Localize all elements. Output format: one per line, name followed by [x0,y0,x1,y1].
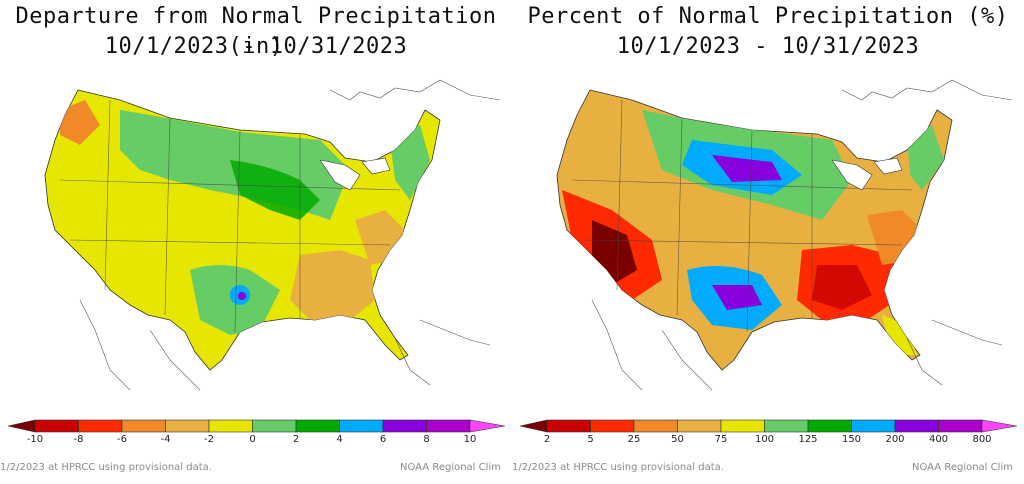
precip-zone-upper-midwest [230,160,320,220]
legend-tick-label: 800 [972,434,992,445]
data-source-note: 1/2/2023 at HPRCC using provisional data… [0,462,212,473]
precip-spot-texas-purple [238,292,246,300]
precip-zone-southeast-core [812,265,872,310]
legend-tick-label: 2 [292,434,300,445]
percent-legend [519,419,1018,433]
legend-tick-label: 400 [928,434,949,445]
legend-color-cell [165,419,210,433]
legend-tick-label: 5 [587,434,594,445]
legend-tick-label: -6 [117,434,127,445]
precip-zone-southeast-dry [290,250,375,320]
precip-zone-northeast [907,125,944,190]
legend-tick-label: -8 [73,434,84,445]
legend-color-cell [851,419,896,433]
agency-credit: NOAA Regional Clim [400,462,501,473]
legend-tick-label: 6 [379,434,387,445]
legend-tick-label: -4 [160,434,171,445]
state-borders [59,99,401,333]
precip-zone-texas-very-wet [712,285,762,310]
legend-tick-label: 0 [249,434,256,445]
legend-arrow-high [469,419,506,433]
legend-tick-label: 150 [841,434,862,445]
legend-color-cell [208,419,253,433]
neighbor-outlines [79,79,501,391]
legend-color-cell [295,419,340,433]
legend-arrow-low [7,419,36,433]
percent-map [556,79,1013,391]
legend-color-cell [546,419,591,433]
legend-tick-label: -10 [26,434,44,445]
map-date-range: 10/1/2023 - 10/31/2023 [616,34,920,59]
legend-tick-label: 200 [885,434,905,445]
departure-map [44,79,501,391]
legend-color-cell [938,419,983,433]
legend-color-cell [764,419,809,433]
agency-credit: NOAA Regional Clim [912,462,1013,473]
precip-zone-pnw-dry [60,100,100,145]
legend-tick-label: 50 [671,434,684,445]
legend-tick-label: 75 [714,434,728,445]
state-borders [571,99,913,333]
percent-panel: Percent of Normal Precipitation (%) 10/1… [512,0,1024,484]
departure-legend [7,419,506,433]
departure-panel: Departure from Normal Precipitation (in)… [0,4,506,473]
legend-color-cell [590,419,635,433]
legend-tick-label: 4 [336,434,343,445]
legend-color-cell [633,419,678,433]
data-source-note: 1/2/2023 at HPRCC using provisional data… [512,462,724,473]
legend-tick-label: 2 [543,434,551,445]
neighbor-outlines [591,79,1013,391]
great-lakes [319,157,391,191]
map-title: Percent of Normal Precipitation (%) [527,4,1009,29]
legend-color-cell [339,419,384,433]
legend-color-cell [382,419,427,433]
legend-tick-label: 10 [463,434,477,445]
precip-zone-florida [882,315,917,355]
precip-zone-dakotas-very-wet [712,155,782,182]
legend-color-cell [121,419,166,433]
great-lakes [831,157,903,191]
map-title: Departure from Normal Precipitation (in) [15,4,497,59]
legend-color-cell [34,419,79,433]
legend-arrow-high [981,419,1018,433]
legend-color-cell [78,419,123,433]
legend-color-cell [894,419,939,433]
legend-tick-label: 25 [627,434,641,445]
legend-color-cell [677,419,722,433]
legend-tick-label: 125 [798,434,818,445]
legend-arrow-low [519,419,548,433]
legend-color-cell [252,419,297,433]
map-date-range: 10/1/2023 - 10/31/2023 [104,34,408,59]
legend-tick-label: -2 [204,434,214,445]
legend-color-cell [426,419,471,433]
legend-color-cell [720,419,765,433]
legend-tick-label: 8 [423,434,430,445]
legend-color-cell [807,419,852,433]
legend-tick-label: 100 [754,434,775,445]
